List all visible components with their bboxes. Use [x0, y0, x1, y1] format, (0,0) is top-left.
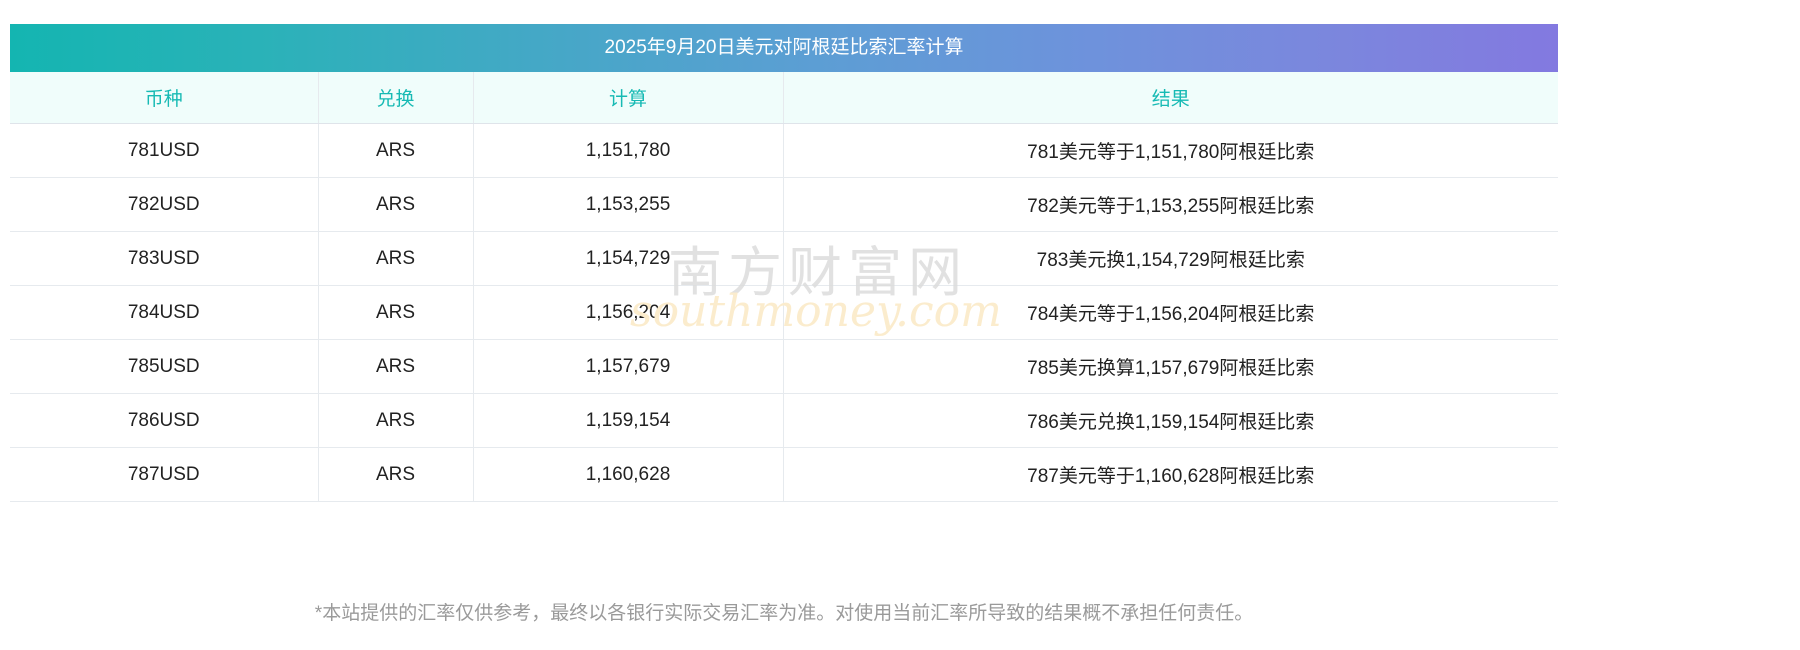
table-row: 784USD ARS 1,156,204 784美元等于1,156,204阿根廷… — [10, 285, 1558, 340]
cell-result: 783美元换1,154,729阿根廷比索 — [783, 231, 1558, 286]
table-row: 786USD ARS 1,159,154 786美元兑换1,159,154阿根廷… — [10, 393, 1558, 448]
table-title-bar: 2025年9月20日美元对阿根廷比索汇率计算 — [10, 24, 1558, 72]
cell-currency: 784USD — [10, 285, 319, 340]
cell-calculation: 1,159,154 — [473, 393, 784, 448]
cell-exchange: ARS — [318, 393, 474, 448]
exchange-rate-table: 币种 兑换 计算 结果 781USD ARS 1,151,780 781美元等于… — [10, 72, 1558, 502]
cell-calculation: 1,151,780 — [473, 123, 784, 178]
cell-calculation: 1,160,628 — [473, 447, 784, 502]
table-row: 782USD ARS 1,153,255 782美元等于1,153,255阿根廷… — [10, 177, 1558, 232]
column-header-exchange: 兑换 — [318, 72, 474, 124]
exchange-rate-table-container: 2025年9月20日美元对阿根廷比索汇率计算 币种 兑换 计算 结果 781US… — [10, 24, 1558, 502]
disclaimer-note: *本站提供的汇率仅供参考，最终以各银行实际交易汇率为准。对使用当前汇率所导致的结… — [314, 603, 1254, 624]
table-row: 785USD ARS 1,157,679 785美元换算1,157,679阿根廷… — [10, 339, 1558, 394]
cell-result: 786美元兑换1,159,154阿根廷比索 — [783, 393, 1558, 448]
column-header-result: 结果 — [783, 72, 1558, 124]
table-header: 币种 兑换 计算 结果 — [10, 72, 1558, 124]
table-row: 783USD ARS 1,154,729 783美元换1,154,729阿根廷比… — [10, 231, 1558, 286]
cell-currency: 787USD — [10, 447, 319, 502]
cell-result: 781美元等于1,151,780阿根廷比索 — [783, 123, 1558, 178]
table-row: 787USD ARS 1,160,628 787美元等于1,160,628阿根廷… — [10, 447, 1558, 502]
column-header-calculation: 计算 — [473, 72, 784, 124]
table-body: 781USD ARS 1,151,780 781美元等于1,151,780阿根廷… — [10, 123, 1558, 502]
cell-currency: 786USD — [10, 393, 319, 448]
cell-currency: 781USD — [10, 123, 319, 178]
cell-calculation: 1,153,255 — [473, 177, 784, 232]
cell-calculation: 1,154,729 — [473, 231, 784, 286]
cell-calculation: 1,156,204 — [473, 285, 784, 340]
cell-exchange: ARS — [318, 447, 474, 502]
cell-result: 787美元等于1,160,628阿根廷比索 — [783, 447, 1558, 502]
table-row: 781USD ARS 1,151,780 781美元等于1,151,780阿根廷… — [10, 123, 1558, 178]
cell-exchange: ARS — [318, 339, 474, 394]
cell-exchange: ARS — [318, 285, 474, 340]
cell-result: 782美元等于1,153,255阿根廷比索 — [783, 177, 1558, 232]
table-header-row: 币种 兑换 计算 结果 — [10, 72, 1558, 124]
cell-exchange: ARS — [318, 177, 474, 232]
cell-result: 785美元换算1,157,679阿根廷比索 — [783, 339, 1558, 394]
cell-currency: 785USD — [10, 339, 319, 394]
cell-exchange: ARS — [318, 231, 474, 286]
column-header-currency: 币种 — [10, 72, 319, 124]
cell-exchange: ARS — [318, 123, 474, 178]
cell-calculation: 1,157,679 — [473, 339, 784, 394]
cell-currency: 782USD — [10, 177, 319, 232]
cell-currency: 783USD — [10, 231, 319, 286]
cell-result: 784美元等于1,156,204阿根廷比索 — [783, 285, 1558, 340]
